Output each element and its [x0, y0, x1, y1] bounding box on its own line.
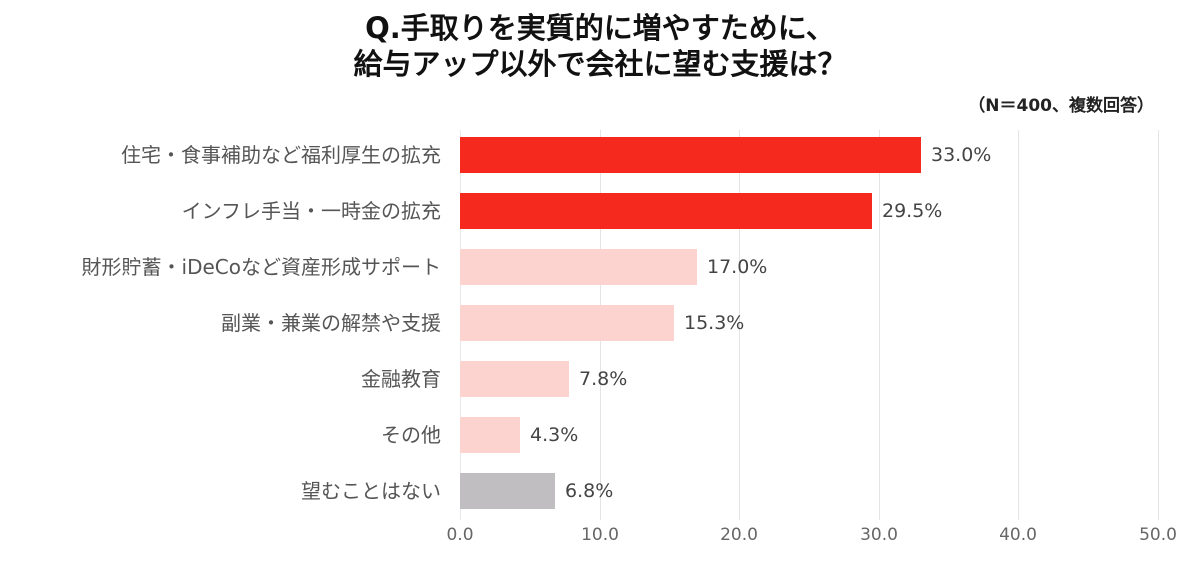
bar [460, 137, 921, 173]
value-label: 15.3% [684, 312, 745, 334]
x-tick-label: 30.0 [860, 525, 898, 545]
category-label: 望むことはない [301, 479, 441, 503]
bar [460, 193, 872, 229]
bar [460, 249, 697, 285]
category-label: 住宅・食事補助など福利厚生の拡充 [121, 143, 441, 167]
value-label: 33.0% [931, 144, 992, 166]
value-label: 29.5% [882, 200, 943, 222]
bar [460, 473, 555, 509]
value-label: 7.8% [579, 368, 628, 390]
chart-title: Q.手取りを実質的に増やすために、 給与アップ以外で会社に望む支援は？ [0, 10, 1200, 82]
value-label: 6.8% [565, 480, 614, 502]
gridline [739, 130, 740, 520]
gridline [1158, 130, 1159, 520]
category-label: 財形貯蓄・iDeCoなど資産形成サポート [81, 255, 441, 279]
category-label: その他 [381, 423, 441, 447]
bar [460, 417, 520, 453]
gridline [1018, 130, 1019, 520]
chart-title-line-2: 給与アップ以外で会社に望む支援は？ [353, 47, 847, 81]
x-tick-label: 10.0 [581, 525, 619, 545]
x-tick-label: 0.0 [446, 525, 474, 545]
category-label: インフレ手当・一時金の拡充 [181, 199, 441, 223]
category-label: 副業・兼業の解禁や支援 [221, 311, 441, 335]
bar [460, 361, 569, 397]
chart-title-line-1: Q.手取りを実質的に増やすために、 [365, 11, 835, 45]
x-tick-label: 50.0 [1139, 525, 1177, 545]
x-tick-label: 40.0 [999, 525, 1037, 545]
category-label: 金融教育 [361, 367, 441, 391]
gridline [879, 130, 880, 520]
value-label: 4.3% [530, 424, 579, 446]
value-label: 17.0% [707, 256, 768, 278]
sample-note: （N＝400、複数回答） [968, 96, 1154, 116]
bar [460, 305, 674, 341]
x-tick-label: 20.0 [720, 525, 758, 545]
